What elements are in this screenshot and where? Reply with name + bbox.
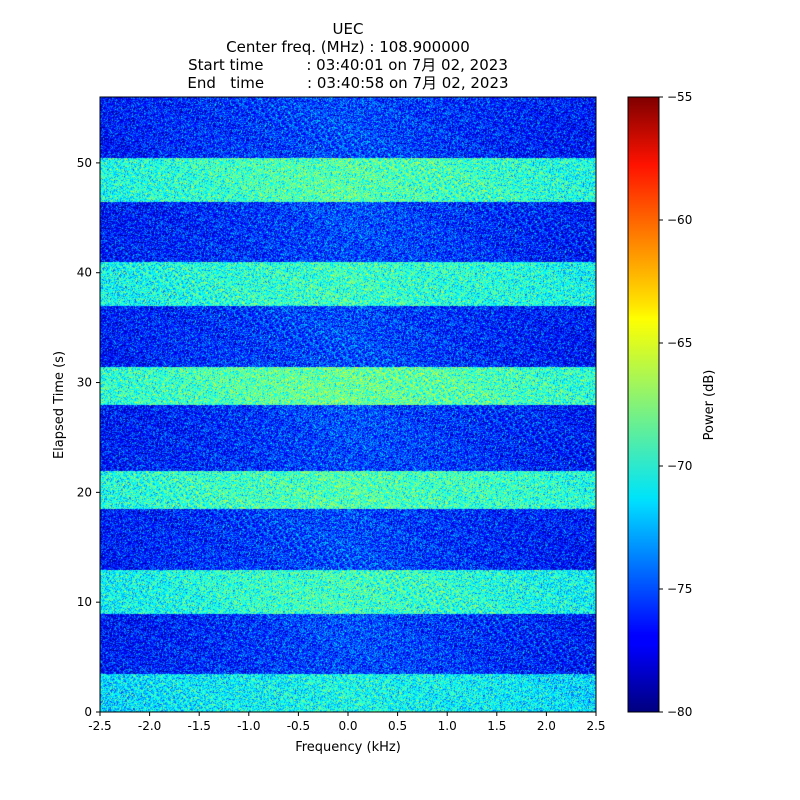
heatmap-image [100, 97, 596, 712]
y-tick-label: 40 [77, 266, 92, 280]
y-tick-label: 0 [84, 705, 92, 719]
colorbar-tick-label: −80 [667, 705, 692, 719]
x-axis: -2.5 -2.0 -1.5 -1.0 -0.5 0.0 0.5 1.0 1.5 2.0 2.5 [88, 712, 606, 733]
x-tick-label: -1.5 [187, 719, 210, 733]
x-tick-label: 1.0 [438, 719, 457, 733]
x-tick-label: 1.5 [487, 719, 506, 733]
y-axis-label: Elapsed Time (s) [52, 351, 67, 459]
colorbar-frame [627, 96, 660, 713]
chart-title-line-2: Center freq. (MHz) : 108.900000 [226, 38, 470, 56]
x-tick-label: 0.5 [388, 719, 407, 733]
colorbar-tick-label: −65 [667, 336, 692, 350]
chart-title-line-4: End time : 03:40:58 on 7月 02, 2023 [187, 74, 509, 92]
x-axis-label: Frequency (kHz) [295, 740, 401, 755]
colorbar-axis: −55 −60 −65 −70 −75 −80 [659, 90, 692, 719]
colorbar-tick-label: −75 [667, 582, 692, 596]
colorbar-label: Power (dB) [702, 370, 717, 441]
x-tick-label: -1.0 [237, 719, 260, 733]
y-tick-label: 20 [77, 485, 92, 499]
x-tick-label: -2.0 [138, 719, 161, 733]
x-tick-label: 0.0 [338, 719, 357, 733]
chart-title-line-1: UEC [332, 20, 364, 38]
x-tick-label: 2.5 [586, 719, 605, 733]
colorbar-tick-label: −60 [667, 213, 692, 227]
colorbar [628, 97, 659, 712]
chart-title-line-3: Start time : 03:40:01 on 7月 02, 2023 [188, 56, 508, 74]
x-tick-label: 2.0 [537, 719, 556, 733]
x-tick-label: -2.5 [88, 719, 111, 733]
x-tick-label: -0.5 [287, 719, 310, 733]
y-axis: 0 10 20 30 40 50 [77, 156, 100, 719]
y-tick-label: 50 [77, 156, 92, 170]
y-tick-label: 30 [77, 376, 92, 390]
colorbar-tick-label: −55 [667, 90, 692, 104]
y-tick-label: 10 [77, 595, 92, 609]
colorbar-tick-label: −70 [667, 459, 692, 473]
